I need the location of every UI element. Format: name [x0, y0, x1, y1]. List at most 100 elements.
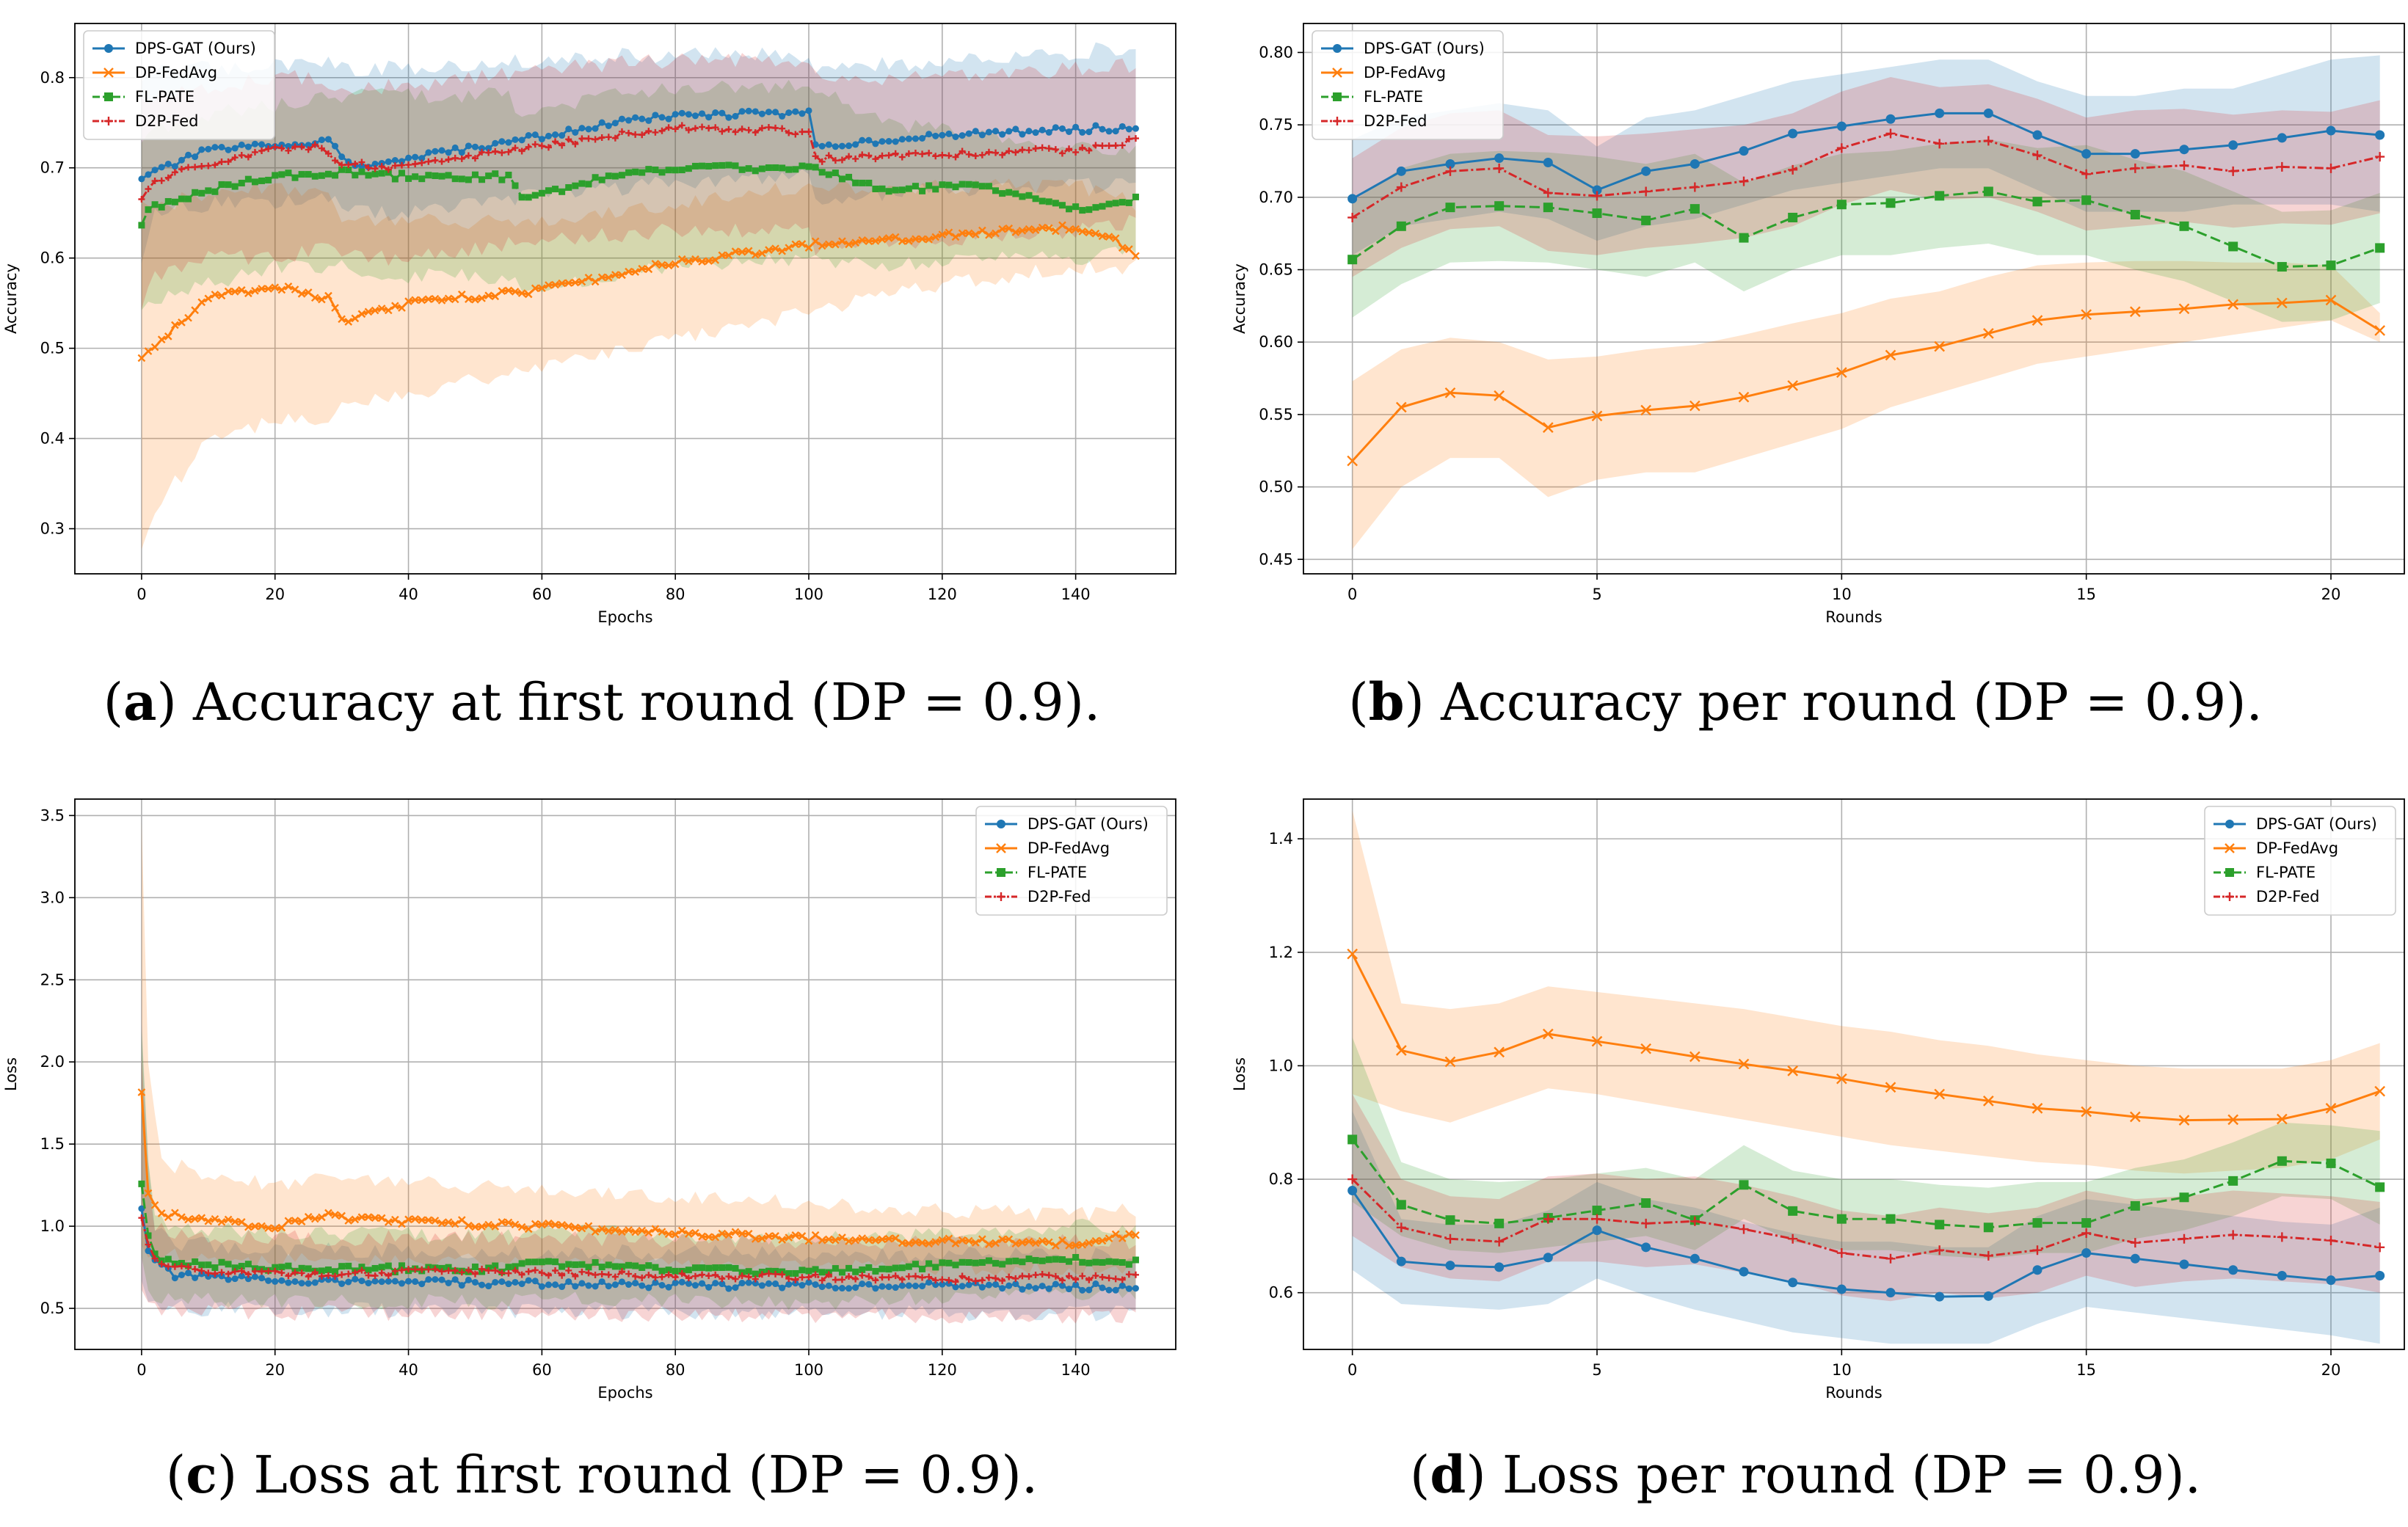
data-point: [772, 109, 779, 116]
data-point: [1983, 1250, 1993, 1261]
data-point: [712, 162, 719, 170]
data-point: [492, 147, 499, 155]
data-point: [945, 1234, 953, 1243]
axes-frame: [74, 798, 1176, 1350]
data-point: [818, 142, 826, 150]
data-point: [205, 1261, 212, 1269]
data-point: [872, 140, 879, 147]
data-point: [438, 147, 445, 154]
data-point: [371, 1214, 379, 1222]
legend-marker-2: [1332, 68, 1342, 78]
legend-box: [2204, 806, 2396, 916]
data-point: [618, 271, 626, 280]
data-point: [1836, 1073, 1847, 1085]
data-point: [2227, 299, 2239, 310]
data-point: [1592, 1225, 1602, 1236]
data-point: [1019, 146, 1026, 153]
data-point: [752, 108, 759, 115]
data-point: [425, 158, 432, 165]
data-point: [1788, 212, 1798, 222]
data-point: [805, 107, 812, 114]
data-point: [431, 1217, 440, 1225]
data-point: [2375, 152, 2385, 162]
data-point: [978, 131, 986, 139]
data-point: [1025, 128, 1033, 135]
data-point: [605, 122, 612, 129]
data-point: [524, 1225, 533, 1233]
x-tick-label: 60: [532, 1361, 552, 1379]
data-point: [438, 158, 445, 165]
data-point: [892, 1264, 899, 1272]
data-point: [371, 306, 379, 315]
data-point: [1111, 234, 1120, 243]
data-point: [1044, 224, 1053, 233]
data-point: [1105, 1234, 1113, 1243]
data-point: [2032, 1218, 2043, 1228]
data-point: [925, 1279, 933, 1286]
data-point: [498, 1278, 506, 1286]
data-point: [418, 159, 426, 167]
caption-a-letter: a: [123, 671, 157, 732]
data-point: [898, 237, 906, 245]
data-point: [871, 1236, 880, 1244]
caption-a: (a) Accuracy at first round (DP = 0.9).: [103, 671, 1101, 732]
data-point: [1092, 204, 1099, 211]
data-point: [959, 181, 966, 188]
data-point: [298, 1264, 305, 1272]
data-point: [512, 1267, 519, 1274]
data-point: [398, 1262, 405, 1269]
data-point: [985, 148, 992, 156]
data-point: [324, 170, 332, 178]
data-point: [891, 1234, 900, 1242]
data-point: [1591, 410, 1603, 422]
data-point: [725, 1273, 732, 1280]
data-point: [658, 1267, 666, 1275]
data-point: [578, 277, 586, 286]
data-point: [2130, 163, 2140, 173]
data-point: [559, 1263, 566, 1270]
data-point: [1058, 221, 1066, 230]
data-point: [2228, 1265, 2238, 1275]
data-point: [238, 152, 245, 159]
y-tick-label: 0.75: [1259, 116, 1293, 134]
data-point: [525, 1277, 532, 1284]
data-point: [492, 1267, 499, 1274]
data-point: [559, 132, 566, 139]
y-tick-label: 0.5: [40, 1300, 65, 1317]
x-tick-label: 15: [2076, 586, 2096, 603]
data-point: [198, 1267, 205, 1275]
data-point: [611, 271, 619, 279]
data-point: [992, 1260, 1000, 1267]
data-point: [432, 172, 439, 180]
data-point: [151, 1255, 159, 1262]
data-point: [2326, 1236, 2336, 1246]
data-point: [357, 1213, 366, 1222]
data-point: [1788, 1206, 1798, 1216]
data-point: [491, 1222, 500, 1231]
legend-marker-3: [104, 92, 113, 101]
data-point: [2130, 149, 2140, 159]
data-point: [485, 172, 492, 180]
data-point: [225, 1276, 232, 1283]
data-point: [517, 1222, 526, 1231]
data-point: [825, 171, 832, 178]
data-point: [278, 1264, 285, 1271]
x-tick-label: 140: [1061, 1361, 1091, 1379]
data-point: [852, 155, 859, 162]
data-point: [251, 1267, 258, 1275]
data-point: [451, 1267, 459, 1274]
data-point: [272, 1278, 279, 1285]
y-axis-label: Accuracy: [2, 263, 20, 334]
data-point: [691, 1228, 699, 1237]
data-point: [371, 1264, 379, 1272]
data-point: [719, 1264, 726, 1272]
data-point: [852, 179, 859, 186]
data-point: [645, 166, 652, 173]
data-point: [645, 1284, 652, 1291]
data-point: [772, 124, 779, 131]
data-point: [791, 240, 800, 249]
data-point: [332, 1268, 339, 1275]
data-point: [332, 1272, 339, 1280]
x-tick-label: 140: [1061, 586, 1091, 603]
data-point: [805, 128, 812, 136]
